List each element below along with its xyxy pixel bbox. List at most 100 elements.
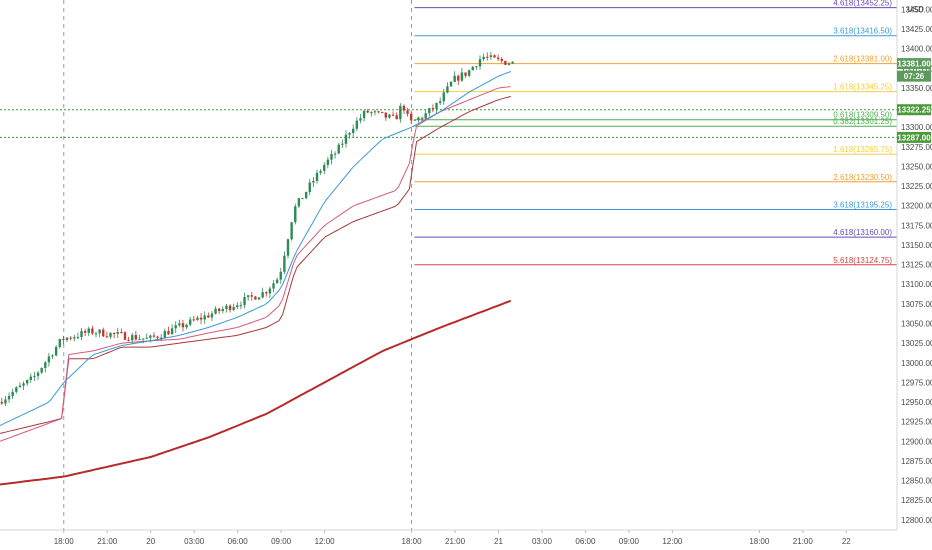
- candle-body: [73, 337, 76, 339]
- candle-body: [446, 86, 449, 93]
- fib-level-label: 4.618(13452.25): [833, 0, 892, 8]
- candle-body: [178, 323, 181, 326]
- candle-body: [185, 324, 188, 328]
- x-tick-label: 03:00: [532, 537, 553, 546]
- x-tick-label: 09:00: [619, 537, 640, 546]
- candle-body: [457, 75, 460, 81]
- candle-body: [94, 333, 98, 335]
- y-tick-label: 12825.00: [901, 496, 932, 505]
- candle-body: [399, 105, 402, 120]
- y-tick-label: 13175.00: [901, 221, 932, 230]
- fib-level-label: 3.618(13195.25): [833, 200, 892, 209]
- long-moving-average: [0, 299, 512, 486]
- candle-body: [134, 335, 138, 340]
- candle-body: [424, 113, 427, 119]
- y-tick-label: 13200.00: [901, 202, 932, 211]
- candle-body: [373, 111, 377, 113]
- candle-body: [47, 356, 51, 363]
- candle-body: [395, 115, 398, 120]
- candle-body: [239, 305, 243, 307]
- candle-body: [221, 308, 225, 312]
- candle-body: [112, 332, 116, 334]
- y-tick-label: 13025.00: [901, 339, 932, 348]
- candle-body: [388, 114, 391, 118]
- y-tick-label: 12875.00: [901, 457, 932, 466]
- candle-body: [348, 133, 351, 135]
- candle-body: [54, 346, 58, 356]
- candle-body: [449, 81, 453, 87]
- x-tick-label: 06:00: [228, 537, 249, 546]
- candle-body: [102, 329, 105, 337]
- candle-body: [428, 108, 431, 114]
- candle-body: [246, 295, 250, 298]
- x-tick-labels: 18:00 21:00 20 03:00 06:00 09:00 12:00 18:00 21:…: [54, 530, 851, 546]
- candle-body: [141, 338, 145, 340]
- fib-level-label: 5.618(13124.75): [833, 256, 892, 265]
- candle-body: [15, 387, 18, 392]
- candle-body: [438, 101, 442, 104]
- candle-body: [0, 402, 4, 404]
- x-tick-label: 21:00: [445, 537, 466, 546]
- y-tick-label: 12925.00: [901, 418, 932, 427]
- candle-body: [76, 336, 80, 338]
- fib-level-label: 1.618(13345.25): [833, 83, 892, 92]
- candle-body: [210, 313, 214, 318]
- plot-area[interactable]: 4.618(13452.25) 3.618(13416.50) 2.618(1338…: [0, 0, 897, 530]
- candle-body: [391, 114, 395, 116]
- candle-body: [58, 338, 61, 347]
- x-tick-label: 20: [146, 537, 155, 546]
- candle-body: [384, 112, 388, 118]
- candle-body: [301, 198, 304, 200]
- candle-body: [36, 372, 40, 376]
- candle-body: [98, 329, 101, 334]
- price-tag-label: 07:26: [904, 72, 925, 81]
- y-tick-label: 13450.00: [901, 5, 932, 14]
- candle-body: [511, 61, 514, 64]
- candle-body: [344, 134, 348, 144]
- candle-body: [25, 379, 29, 384]
- candle-body: [192, 319, 196, 321]
- candle-body: [417, 117, 420, 120]
- candle-body: [333, 153, 337, 155]
- candle-body: [294, 206, 297, 223]
- candle-body: [265, 292, 268, 294]
- candle-body: [109, 332, 112, 337]
- candle-body: [286, 239, 290, 256]
- candle-body: [315, 172, 319, 181]
- price-tag-box: [897, 104, 931, 116]
- price-axis[interactable]: USD 13450.0013425.0013400.0013375.001335…: [896, 0, 932, 530]
- candle-body: [33, 375, 36, 377]
- x-tick-label: 03:00: [184, 537, 205, 546]
- candle-body: [275, 279, 279, 284]
- candle-body: [4, 399, 7, 404]
- candle-body: [406, 110, 409, 114]
- candle-body: [188, 319, 192, 325]
- y-tick-label: 13125.00: [901, 261, 932, 270]
- lower-band-line: [0, 95, 511, 434]
- candle-body: [475, 66, 478, 68]
- price-tag-label: 13287.00: [897, 133, 931, 142]
- y-tick-label: 13100.00: [901, 280, 932, 289]
- fib-level-label: 3.618(13416.50): [833, 27, 892, 36]
- candle-body: [11, 391, 14, 396]
- candle-body: [319, 170, 322, 173]
- x-tick-label: 09:00: [271, 537, 292, 546]
- candle-body: [304, 191, 308, 199]
- candle-body: [250, 295, 253, 297]
- candle-body: [51, 355, 54, 357]
- x-tick-label: 12:00: [315, 537, 336, 546]
- candle-body: [83, 331, 87, 333]
- candle-body: [138, 338, 141, 340]
- time-axis[interactable]: 18:00 21:00 20 03:00 06:00 09:00 12:00 18:00 21:…: [0, 529, 897, 546]
- currency-label: USD: [907, 5, 924, 14]
- candle-body: [225, 305, 228, 309]
- candle-body: [127, 339, 130, 341]
- candle-body: [170, 328, 174, 335]
- candle-body: [7, 395, 11, 400]
- candle-body: [460, 72, 464, 81]
- candle-body: [362, 110, 366, 119]
- candle-body: [44, 362, 47, 368]
- x-tick-label: 21:00: [97, 537, 118, 546]
- fib-level-label: 2.618(13381.00): [833, 55, 892, 64]
